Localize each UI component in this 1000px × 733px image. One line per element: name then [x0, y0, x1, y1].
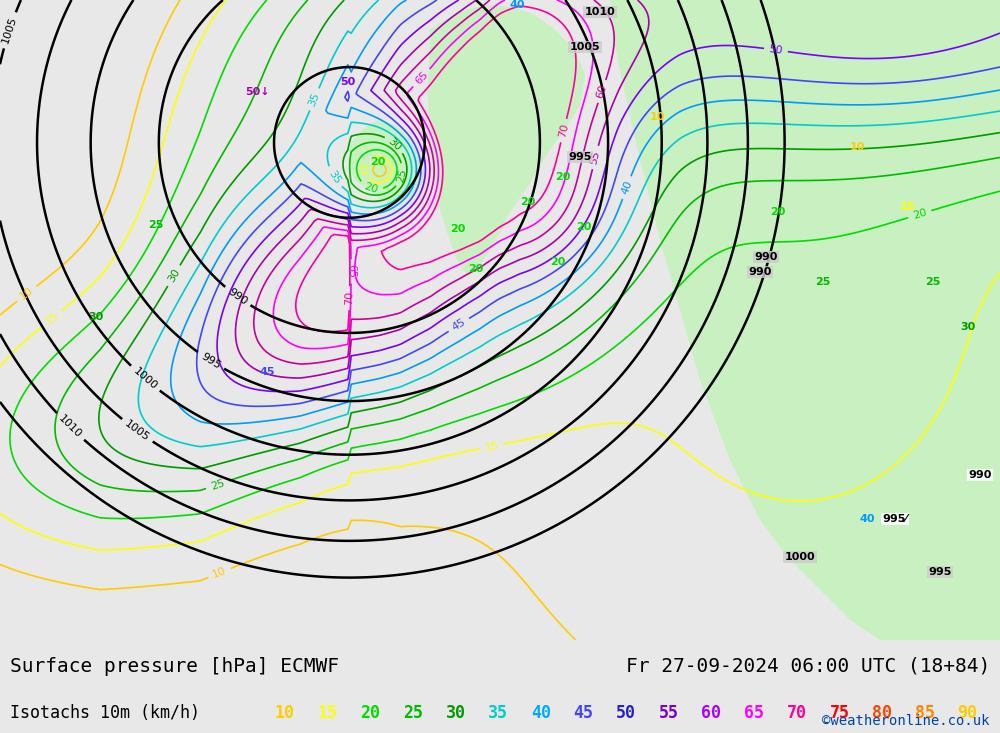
- Text: 10: 10: [18, 286, 35, 302]
- Text: 35: 35: [307, 91, 322, 108]
- Text: 990: 990: [968, 470, 991, 480]
- Text: 70: 70: [787, 704, 807, 721]
- Text: 1000: 1000: [131, 366, 159, 391]
- Text: 10: 10: [850, 142, 865, 152]
- Text: 80: 80: [872, 704, 892, 721]
- Text: 990: 990: [748, 267, 772, 277]
- Text: 40: 40: [860, 514, 876, 524]
- Text: 1005: 1005: [570, 42, 600, 52]
- Text: 25: 25: [403, 704, 423, 721]
- Polygon shape: [348, 120, 425, 202]
- Text: 990: 990: [226, 287, 249, 307]
- Text: Surface pressure [hPa] ECMWF: Surface pressure [hPa] ECMWF: [10, 657, 339, 676]
- Text: 995: 995: [199, 351, 222, 371]
- Text: 25: 25: [925, 277, 940, 287]
- Text: 20: 20: [363, 181, 379, 195]
- Text: 50: 50: [616, 704, 636, 721]
- Text: 15: 15: [318, 704, 338, 721]
- Text: 40: 40: [531, 704, 551, 721]
- Text: 50↓: 50↓: [245, 87, 270, 97]
- Text: 30: 30: [166, 267, 182, 284]
- Text: 45: 45: [450, 317, 468, 333]
- Text: 30: 30: [446, 704, 466, 721]
- Text: 55: 55: [659, 704, 679, 721]
- Text: 30: 30: [88, 312, 103, 322]
- Polygon shape: [428, 5, 585, 275]
- Text: 995⁄: 995⁄: [882, 514, 907, 524]
- Text: 65: 65: [744, 704, 764, 721]
- Text: 35: 35: [326, 169, 342, 185]
- Text: 25: 25: [815, 277, 830, 287]
- Text: 45: 45: [574, 704, 594, 721]
- Text: 15: 15: [44, 310, 61, 327]
- Text: 20: 20: [468, 264, 483, 274]
- Text: 20: 20: [360, 704, 380, 721]
- Text: 50: 50: [768, 44, 784, 56]
- Text: 25: 25: [148, 220, 163, 230]
- Text: 20: 20: [770, 207, 785, 217]
- Text: 60: 60: [701, 704, 721, 721]
- Text: 20: 20: [370, 157, 385, 167]
- Text: 1000: 1000: [785, 552, 815, 562]
- Text: 1010: 1010: [57, 413, 84, 440]
- Text: 55: 55: [589, 150, 602, 166]
- Text: 70: 70: [344, 291, 355, 306]
- Text: 30: 30: [386, 136, 403, 152]
- Text: 1005: 1005: [123, 419, 151, 443]
- Text: 10: 10: [650, 112, 665, 122]
- Text: 20: 20: [576, 222, 591, 232]
- Text: 45: 45: [260, 367, 276, 377]
- Text: 20: 20: [550, 257, 565, 267]
- Text: 30: 30: [960, 322, 975, 332]
- Text: 20: 20: [450, 224, 465, 234]
- Text: 10: 10: [275, 704, 295, 721]
- Text: 65: 65: [346, 265, 356, 279]
- Text: Isotachs 10m (km/h): Isotachs 10m (km/h): [10, 704, 200, 721]
- Text: 35: 35: [488, 704, 508, 721]
- Text: 15: 15: [900, 202, 915, 212]
- Text: 40: 40: [510, 0, 526, 10]
- Text: 85: 85: [915, 704, 935, 721]
- Text: 40: 40: [620, 180, 634, 196]
- Text: 90: 90: [957, 704, 977, 721]
- Text: 75: 75: [829, 704, 849, 721]
- Polygon shape: [850, 0, 1000, 60]
- Text: 10: 10: [211, 566, 228, 580]
- Text: Fr 27-09-2024 06:00 UTC (18+84): Fr 27-09-2024 06:00 UTC (18+84): [626, 657, 990, 676]
- Text: 20: 20: [520, 197, 535, 207]
- Text: 1010: 1010: [585, 7, 615, 17]
- Text: 1005: 1005: [0, 15, 19, 45]
- Text: ©weatheronline.co.uk: ©weatheronline.co.uk: [822, 715, 990, 729]
- Text: 20: 20: [912, 207, 928, 221]
- Text: 15: 15: [484, 440, 499, 452]
- Text: 65: 65: [413, 69, 430, 86]
- Polygon shape: [610, 0, 1000, 640]
- Text: 995: 995: [568, 152, 592, 162]
- Text: 70: 70: [557, 122, 570, 139]
- Text: 20: 20: [555, 172, 570, 182]
- Text: 50: 50: [340, 77, 355, 87]
- Text: 60: 60: [595, 83, 609, 100]
- Text: 995: 995: [928, 567, 952, 577]
- Text: 990: 990: [754, 252, 777, 262]
- Text: 25: 25: [395, 167, 408, 183]
- Text: 25: 25: [209, 478, 226, 492]
- Text: 15: 15: [359, 160, 372, 175]
